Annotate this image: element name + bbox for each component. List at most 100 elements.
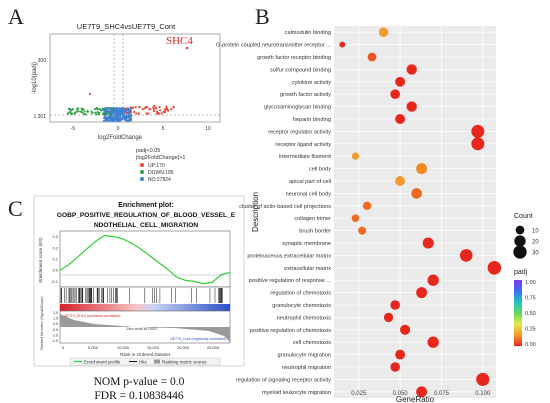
- gsea-hit-lines: [60, 288, 223, 303]
- dotplot-point: [411, 188, 422, 199]
- volcano-point-no: [103, 119, 106, 122]
- volcano-point-down: [98, 108, 101, 111]
- volcano-point-down: [84, 113, 87, 116]
- volcano-point-up: [159, 109, 162, 112]
- volcano-point-down: [77, 107, 80, 110]
- dotplot-grid: [334, 26, 496, 398]
- volcano-point-down: [66, 112, 70, 115]
- volcano-point-up: [145, 112, 148, 115]
- dotplot-point: [351, 152, 360, 160]
- volcano-point-no: [106, 107, 109, 110]
- gsea-rank-metric: [60, 314, 230, 342]
- dotplot-point: [400, 324, 411, 335]
- volcano-point-down: [109, 113, 113, 116]
- dotplot-point: [378, 27, 389, 37]
- volcano-points: [50, 34, 220, 123]
- dotplot-x-tick-label: 0.100: [475, 391, 491, 397]
- padj-legend-label: 1.00: [525, 280, 536, 286]
- volcano-point-no: [118, 117, 121, 120]
- dotplot-x-tick-label: 0.075: [434, 391, 450, 397]
- volcano-point-up: [141, 108, 144, 111]
- dotplot-point: [395, 76, 406, 87]
- dotplot-category-label: cluster of actin-based cell projections: [239, 204, 331, 210]
- gsea-rank-tick: 2.5: [53, 311, 58, 315]
- dotplot-point: [487, 261, 502, 275]
- volcano-point-down: [101, 107, 104, 111]
- volcano-title: UE7T9_SHC4vsUE7T9_Cont: [77, 22, 176, 31]
- dotplot-category-label: granulocyte chemotaxis: [272, 303, 331, 309]
- count-legend-label: 10: [532, 229, 539, 235]
- volcano-point-up: [138, 106, 141, 109]
- dotplot-category-label: receptor regulator activity: [268, 129, 331, 135]
- volcano-point-shc4: [185, 46, 189, 50]
- dotplot-point: [358, 226, 367, 235]
- gsea-rank-tick: 0.5: [53, 322, 58, 326]
- volcano-point-no: [111, 118, 114, 122]
- volcano-point-down: [102, 112, 105, 115]
- dotplot-point: [395, 114, 406, 124]
- dotplot-point: [427, 274, 439, 286]
- dotplot-category-label: brush border: [299, 229, 331, 235]
- volcano-point-down: [71, 112, 74, 115]
- volcano-point-no: [107, 117, 110, 120]
- gsea-rank-tick: -2.5: [52, 339, 58, 343]
- dotplot-point: [383, 312, 394, 323]
- dotplot-point: [416, 386, 428, 398]
- volcano-point-no: [109, 116, 112, 119]
- volcano-plot: UE7T9_SHC4vsUE7T9_Cont SHC4 -log10(padj)…: [32, 22, 221, 183]
- gsea-es-ylabel: Enrichment score (ES): [38, 237, 43, 283]
- count-legend-label: 20: [532, 240, 539, 246]
- dotplot-point: [416, 287, 428, 299]
- volcano-point-down: [90, 110, 93, 113]
- dotplot-category-label: granulocyte migration: [278, 353, 331, 359]
- dotplot-points: [339, 27, 502, 398]
- volcano-point-no: [103, 117, 106, 120]
- dotplot-point: [406, 64, 417, 75]
- dotplot-category-labels: calmodulin binding G-protein coupled neur…: [216, 30, 331, 396]
- volcano-point-no: [111, 108, 115, 112]
- volcano-xtick-5: 5: [162, 126, 165, 132]
- volcano-point-up: [133, 110, 136, 114]
- volcano-point-up: [155, 106, 158, 110]
- dotplot-x-ticks: 0.025 0.050 0.075 0.100: [351, 391, 491, 397]
- volcano-point-up: [160, 112, 163, 115]
- volcano-point-no: [112, 116, 115, 119]
- volcano-point-up: [155, 112, 158, 115]
- volcano-point-down: [109, 106, 113, 110]
- gsea-rank-bar: [60, 304, 230, 311]
- gsea-rank-tick: -0.5: [52, 328, 58, 332]
- gsea-es-ticks: 0.3 0.2 0.1 0.0 -0.1: [51, 234, 59, 284]
- dotplot-point: [339, 41, 346, 48]
- volcano-point-no: [124, 109, 127, 112]
- volcano-ylabel: -log10(padj): [32, 62, 38, 94]
- dotplot-category-label: cytokine activity: [292, 80, 331, 86]
- gsea-legend-ranking: Ranking metric scores: [162, 360, 207, 365]
- dotplot-category-label: neuronal cell body: [286, 191, 332, 197]
- volcano-point-down: [76, 110, 79, 113]
- volcano-point-no: [126, 119, 129, 122]
- volcano-gene-label: SHC4: [166, 35, 193, 47]
- dotplot-point: [362, 201, 372, 210]
- volcano-point-up: [152, 110, 156, 113]
- gsea-plot: Enrichment plot: GOBP_POSITIVE_REGULATIO…: [33, 195, 245, 367]
- gsea-es-panel: [59, 230, 231, 288]
- volcano-xlabel: log2FoldChange: [98, 135, 143, 141]
- volcano-point-up: [165, 105, 168, 108]
- volcano-point-down: [100, 109, 103, 112]
- volcano-point-no: [117, 119, 120, 122]
- volcano-legend-no: NO:27824: [148, 177, 171, 183]
- padj-colorbar: [514, 280, 522, 346]
- volcano-point-no: [113, 110, 116, 113]
- volcano-point-up: [165, 108, 168, 111]
- volcano-legend-down: DOWN:185: [148, 170, 174, 176]
- dotplot-category-label: collagen trimer: [294, 216, 331, 222]
- gsea-x-tick: 5,000: [88, 345, 99, 350]
- dotplot-point: [390, 362, 400, 372]
- count-legend-dot: [515, 225, 525, 235]
- volcano-legend-title-1: padj<0.05: [136, 148, 160, 154]
- volcano-point-up: [125, 107, 128, 110]
- padj-legend-label: 0.00: [525, 342, 536, 348]
- volcano-point-down: [94, 107, 97, 111]
- volcano-plot-area: [49, 33, 221, 123]
